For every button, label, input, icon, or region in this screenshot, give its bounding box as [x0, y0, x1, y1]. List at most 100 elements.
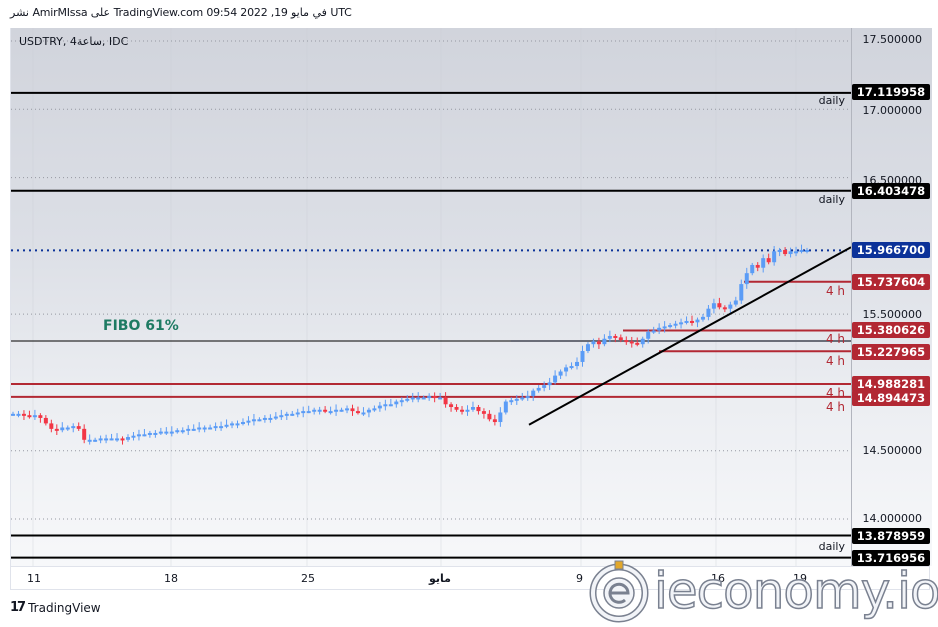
candle-body	[766, 258, 771, 263]
time-tick: 25	[301, 572, 315, 585]
price-tick: 14.000000	[862, 512, 923, 525]
candle-body	[38, 415, 43, 418]
candle-body	[635, 342, 640, 345]
candle-body	[750, 264, 755, 274]
chart-plot-area[interactable]: USDTRY, 4ساعة, IDC FIBO 61% daily daily 4 …	[11, 28, 851, 566]
candle-body	[481, 411, 486, 414]
candle-body	[268, 417, 273, 420]
candle-body	[744, 273, 749, 285]
level-tag-label: 4 h	[825, 354, 845, 368]
candle-body	[805, 249, 809, 252]
price-badge-daily-3: 13.878959	[852, 528, 930, 544]
candle-body	[202, 427, 207, 430]
candle-body	[794, 251, 799, 254]
price-badge-daily-2: 16.403478	[852, 183, 930, 199]
candle-body	[684, 320, 689, 323]
candle-body	[240, 422, 245, 425]
candle-body	[175, 430, 180, 433]
candle-body	[76, 426, 81, 429]
candle-body	[21, 413, 26, 416]
tradingview-branding[interactable]: 17 TradingView	[10, 600, 101, 615]
candle-body	[147, 432, 152, 435]
trendline	[528, 246, 851, 426]
candle-body	[755, 264, 760, 268]
candlestick-chart[interactable]	[11, 28, 851, 566]
candle-body	[16, 413, 21, 416]
candle-body	[262, 417, 267, 420]
time-tick: 11	[27, 572, 41, 585]
price-tick: 17.500000	[862, 33, 923, 46]
candle-body	[306, 411, 311, 414]
candle-body	[405, 398, 410, 401]
candle-body	[383, 404, 388, 407]
candle-body	[591, 341, 596, 345]
candle-body	[54, 428, 59, 431]
candle-body	[509, 400, 514, 403]
tradingview-brand-text: TradingView	[28, 600, 101, 615]
price-tick: 17.000000	[862, 104, 923, 117]
candle-body	[503, 401, 508, 413]
candle-body	[585, 344, 590, 352]
candle-body	[761, 258, 766, 268]
candle-body	[432, 396, 437, 399]
time-tick: 9	[576, 572, 583, 585]
candle-body	[366, 409, 371, 413]
level-tag-label: 4 h	[825, 400, 845, 414]
candle-body	[695, 319, 700, 323]
candle-body	[602, 338, 607, 345]
symbol-title[interactable]: USDTRY, 4ساعة, IDC	[19, 35, 129, 48]
candle-body	[679, 322, 684, 325]
ieconomy-logo-icon	[589, 560, 649, 623]
candle-body	[186, 428, 191, 431]
candle-body	[279, 415, 284, 418]
candle-body	[547, 382, 552, 386]
fibo-label[interactable]: FIBO 61%	[103, 318, 179, 334]
candle-body	[607, 335, 612, 339]
candle-body	[208, 427, 213, 430]
candle-body	[49, 423, 54, 429]
candle-body	[235, 423, 240, 426]
candle-body	[87, 439, 92, 442]
chart-container[interactable]: USDTRY, 4ساعة, IDC FIBO 61% daily daily 4 …	[10, 28, 932, 566]
candle-body	[136, 434, 141, 437]
price-tick: 14.500000	[862, 444, 923, 457]
candle-body	[361, 412, 366, 415]
candle-body	[43, 417, 48, 424]
candle-body	[487, 413, 492, 420]
candle-body	[465, 409, 470, 412]
candle-body	[345, 408, 350, 411]
candle-body	[739, 284, 744, 301]
candle-body	[498, 412, 503, 423]
candle-body	[580, 351, 585, 362]
price-badge-4h-1: 15.737604	[852, 274, 930, 290]
candle-body	[640, 338, 645, 345]
candle-body	[646, 331, 651, 339]
candle-body	[317, 409, 322, 412]
time-tick: 18	[164, 572, 178, 585]
candle-body	[733, 300, 738, 305]
candle-body	[799, 249, 804, 252]
candle-body	[542, 385, 547, 388]
candle-body	[788, 251, 793, 255]
watermark-text: ieconomy.io	[653, 561, 938, 621]
candle-body	[722, 307, 727, 310]
candle-body	[575, 361, 580, 367]
candle-body	[438, 397, 443, 400]
candle-body	[104, 438, 109, 441]
price-axis[interactable]: 17.500000 17.000000 16.500000 15.500000 …	[851, 28, 932, 566]
candle-body	[427, 396, 432, 399]
candle-body	[230, 423, 235, 426]
level-tag-label: 4 h	[825, 284, 845, 298]
candle-body	[470, 407, 475, 410]
time-axis[interactable]: 11 18 25 مايو 9 16 19	[10, 566, 930, 590]
candle-body	[65, 427, 70, 430]
candle-body	[690, 320, 695, 323]
candle-body	[558, 371, 563, 376]
candle-body	[624, 340, 629, 343]
candle-body	[728, 304, 733, 309]
candle-body	[290, 413, 295, 416]
candle-body	[125, 437, 130, 440]
tradingview-logo-icon: 17	[10, 600, 26, 615]
candle-body	[164, 431, 169, 434]
price-badge-daily-4: 13.716956	[852, 550, 930, 566]
